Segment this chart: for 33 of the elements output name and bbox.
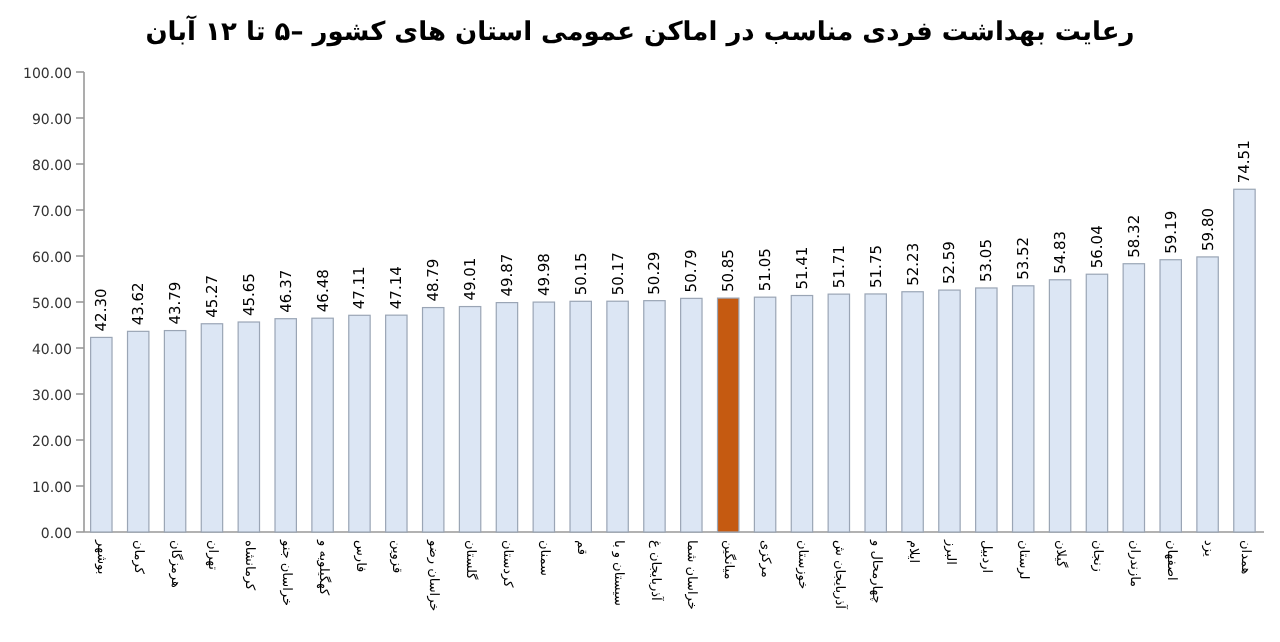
bar [606, 300, 629, 533]
bar [532, 301, 556, 533]
bar [1085, 273, 1109, 533]
bar [790, 294, 814, 533]
bar [864, 293, 887, 533]
bar [901, 291, 924, 533]
bar [1011, 285, 1035, 533]
bar [1122, 263, 1146, 533]
bar [163, 329, 187, 533]
bar [716, 297, 740, 533]
bar [200, 323, 224, 533]
bar [385, 314, 408, 533]
bar [1233, 188, 1256, 533]
bar [90, 336, 113, 533]
bar [680, 297, 703, 533]
chart-title: رعایت بهداشت فردی مناسب در اماکن عمومی استان های کشور –۵ تا ۱۲ آبان [145, 14, 1135, 48]
bar [753, 296, 777, 533]
bar [421, 306, 445, 533]
bar [126, 330, 150, 533]
bar [237, 321, 261, 533]
bar [938, 289, 961, 533]
bar [569, 300, 592, 533]
bar [495, 302, 519, 533]
bar [274, 318, 297, 533]
bar [311, 317, 334, 533]
bar [1048, 279, 1072, 533]
bar [643, 300, 666, 533]
bar [1196, 256, 1219, 533]
bar [348, 314, 371, 533]
bar [975, 287, 998, 533]
bar [827, 293, 851, 533]
bar [458, 305, 482, 533]
bar [1159, 259, 1182, 533]
